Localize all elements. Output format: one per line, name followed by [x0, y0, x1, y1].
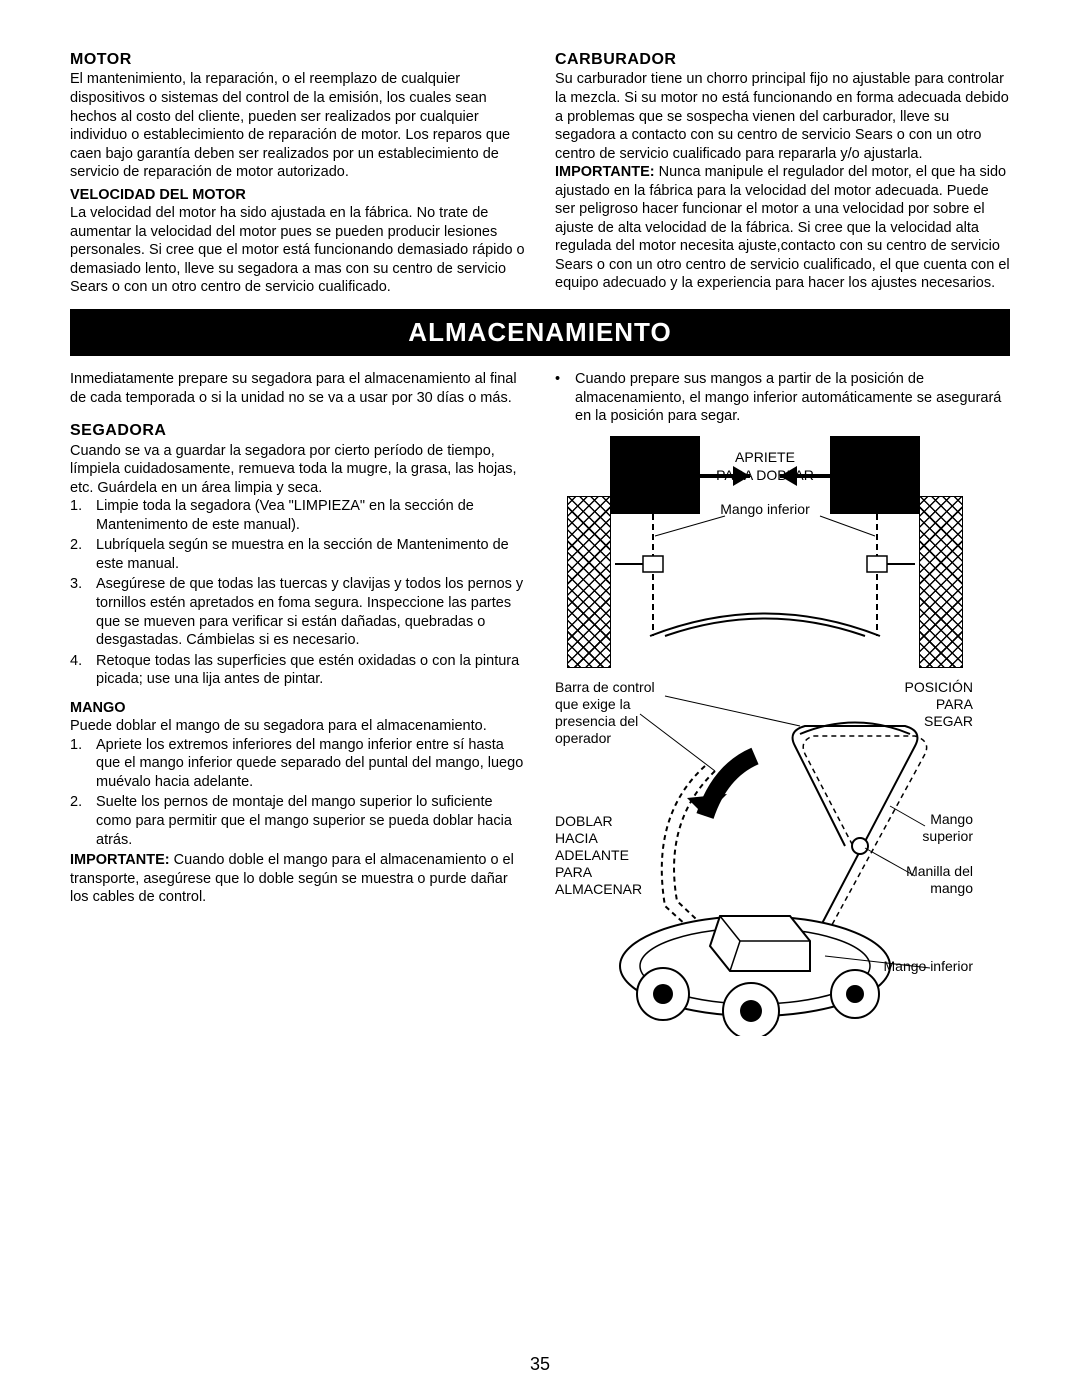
left-column: MOTOR El mantenimiento, la reparación, o…: [70, 50, 525, 297]
mango-heading: MANGO: [70, 699, 525, 718]
bullet-item: •Cuando prepare sus mangos a partir de l…: [555, 370, 1010, 426]
importante-line: IMPORTANTE: Nunca manipule el regulador …: [555, 163, 1010, 293]
velocidad-body: La velocidad del motor ha sido ajustada …: [70, 204, 525, 297]
fig2-segar: SEGAR: [924, 713, 973, 729]
fig2-doblar: DOBLAR: [555, 813, 613, 829]
list-item: 2.Lubríquela según se muestra en la secc…: [70, 536, 525, 573]
list-item: 4.Retoque todas las superficies que esté…: [70, 652, 525, 689]
mango-importante-label: IMPORTANTE:: [70, 852, 170, 868]
fig1-apriete: APRIETE: [735, 449, 795, 465]
fig2-adelante: ADELANTE: [555, 847, 629, 863]
fig2-superior: superior: [922, 828, 973, 844]
fig2-barra4: operador: [555, 730, 611, 746]
mango-list: 1.Apriete los extremos inferiores del ma…: [70, 736, 525, 849]
motor-heading: MOTOR: [70, 50, 525, 70]
fig1-wheel-right: [919, 496, 963, 668]
fig2-posicion: POSICIÓN: [905, 679, 973, 695]
motor-body: El mantenimiento, la reparación, o el re…: [70, 70, 525, 181]
importante-body: Nunca manipule el regulador del motor, e…: [555, 164, 1010, 291]
velocidad-heading: VELOCIDAD DEL MOTOR: [70, 186, 525, 205]
fig2-svg: Barra de control que exige la presencia …: [555, 676, 975, 1036]
fig1-svg: APRIETE PARA DOBLAR Mango inferior: [555, 436, 975, 666]
fig1-wheel-left: [567, 496, 611, 668]
storage-intro: Inmediatamente prepare su segadora para …: [70, 370, 525, 407]
fig2-barra1: Barra de control: [555, 679, 655, 695]
fig2-almacenar: ALMACENAR: [555, 881, 642, 897]
fig2-manilla: Manilla del: [906, 863, 973, 879]
fig1-mangoinf: Mango inferior: [720, 501, 810, 517]
carburador-heading: CARBURADOR: [555, 50, 1010, 70]
list-item: 2.Suelte los pernos de montaje del mango…: [70, 793, 525, 849]
importante-label: IMPORTANTE:: [555, 164, 655, 180]
fig2-barra3: presencia del: [555, 713, 638, 729]
right-column: CARBURADOR Su carburador tiene un chorro…: [555, 50, 1010, 297]
segadora-list: 1.Limpie toda la segadora (Vea "LIMPIEZA…: [70, 497, 525, 688]
carburador-body: Su carburador tiene un chorro principal …: [555, 70, 1010, 163]
storage-left: Inmediatamente prepare su segadora para …: [70, 370, 525, 1036]
list-item: 3.Asegúrese de que todas las tuercas y c…: [70, 575, 525, 649]
fig2-mango: mango: [930, 880, 973, 896]
segadora-body: Cuando se va a guardar la segadora por c…: [70, 442, 525, 498]
figure-1-fold-handle: APRIETE PARA DOBLAR Mango inferior: [555, 436, 1010, 666]
banner-almacenamiento: ALMACENAMIENTO: [70, 309, 1010, 356]
fig2-para2: PARA: [555, 864, 593, 880]
mango-body: Puede doblar el mango de su segadora par…: [70, 717, 525, 736]
fig2-mangosup: Mango: [930, 811, 973, 827]
segadora-heading: SEGADORA: [70, 421, 525, 441]
fig2-para: PARA: [936, 696, 974, 712]
fig2-hacia: HACIA: [555, 830, 598, 846]
list-item: 1.Limpie toda la segadora (Vea "LIMPIEZA…: [70, 497, 525, 534]
mango-importante: IMPORTANTE: Cuando doble el mango para e…: [70, 851, 525, 907]
list-item: 1.Apriete los extremos inferiores del ma…: [70, 736, 525, 792]
fig2-mangoinf: Mango inferior: [884, 958, 974, 974]
figure-2-mower: Barra de control que exige la presencia …: [555, 676, 1010, 1036]
page-number: 35: [0, 1354, 1080, 1375]
fig1-paradoblar: PARA DOBLAR: [716, 467, 814, 483]
storage-right: •Cuando prepare sus mangos a partir de l…: [555, 370, 1010, 1036]
fig2-barra2: que exige la: [555, 696, 631, 712]
